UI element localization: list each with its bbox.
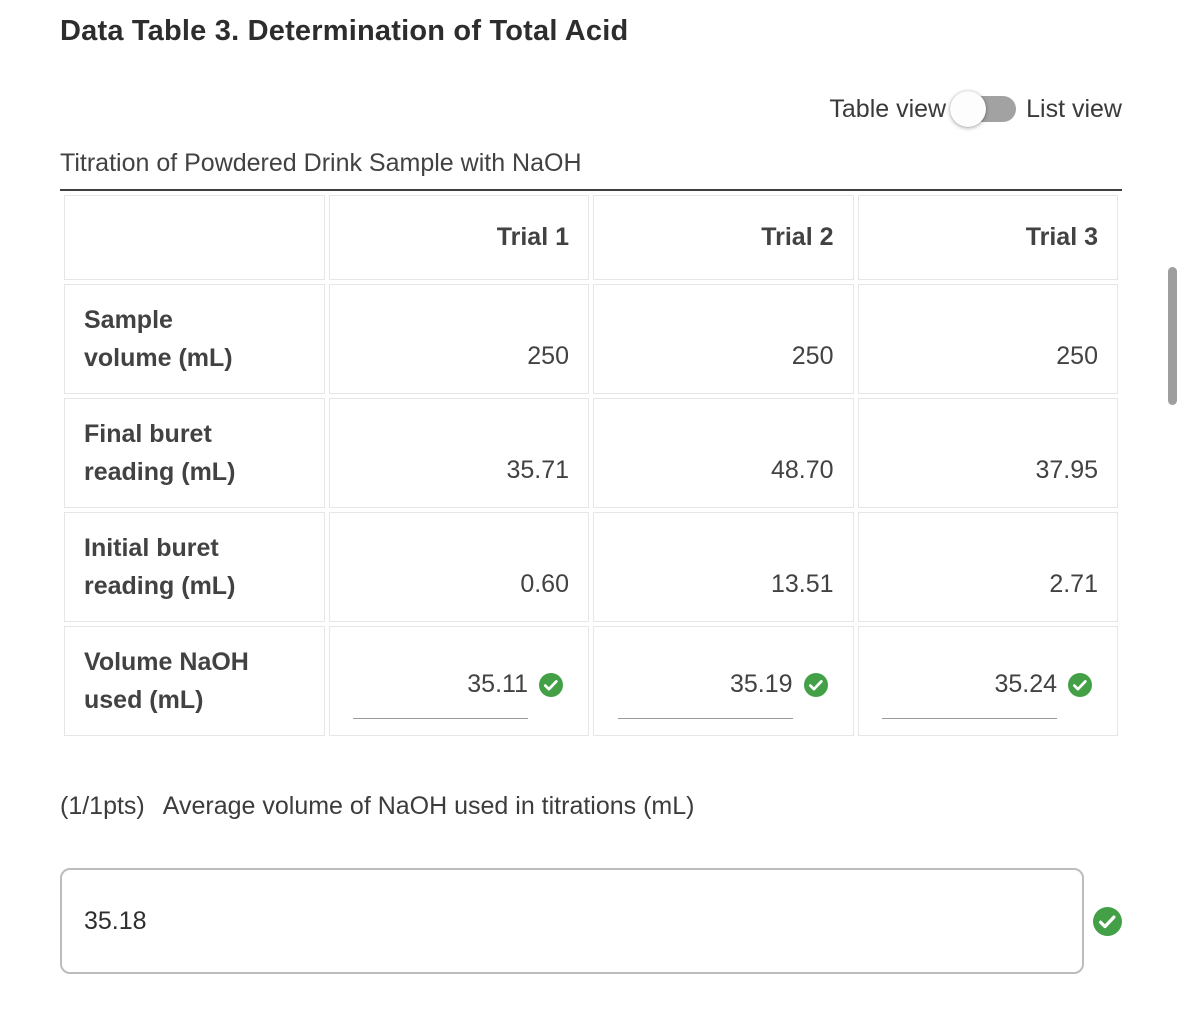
row-label-sample-volume: Sample volume (mL)	[64, 284, 325, 394]
table-row-sample-volume: Sample volume (mL) 250 250 250	[64, 284, 1118, 394]
data-table: Trial 1 Trial 2 Trial 3 Sample volume (m…	[60, 191, 1122, 740]
toggle-knob[interactable]	[950, 91, 987, 127]
check-circle-icon	[1068, 672, 1092, 697]
view-toggle-row: Table view List view	[60, 91, 1122, 127]
row-label-volume-naoh: Volume NaOH used (mL)	[64, 626, 325, 736]
cell-sample-volume-trial-2: 250	[593, 284, 854, 394]
cell-sample-volume-trial-3: 250	[857, 284, 1118, 394]
list-view-label: List view	[1026, 95, 1122, 123]
table-header-row: Trial 1 Trial 2 Trial 3	[64, 195, 1118, 280]
table-view-label: Table view	[829, 95, 947, 123]
naoh-input-trial-3[interactable]: 35.24	[882, 670, 1092, 719]
table-caption: Titration of Powdered Drink Sample with …	[60, 149, 582, 177]
table-row-volume-naoh: Volume NaOH used (mL) 35.11 35.19	[64, 626, 1118, 736]
check-circle-icon	[803, 672, 828, 697]
row-label-final-buret: Final buret reading (mL)	[64, 398, 325, 508]
cell-final-buret-trial-1: 35.71	[328, 398, 589, 508]
cell-final-buret-trial-3: 37.95	[857, 398, 1118, 508]
column-header-trial-1: Trial 1	[328, 195, 589, 280]
question-text: Average volume of NaOH used in titration…	[162, 792, 695, 820]
answer-input[interactable]: 35.18	[60, 868, 1084, 974]
scrollbar-thumb[interactable]	[1168, 267, 1177, 405]
table-container: Trial 1 Trial 2 Trial 3 Sample volume (m…	[60, 189, 1122, 740]
cell-final-buret-trial-2: 48.70	[593, 398, 854, 508]
table-row-final-buret: Final buret reading (mL) 35.71 48.70 37.…	[64, 398, 1118, 508]
answer-value: 35.18	[84, 906, 147, 935]
cell-volume-naoh-trial-1: 35.11	[328, 626, 589, 736]
column-header-trial-3: Trial 3	[857, 195, 1118, 280]
question-points-badge: (1/1pts)	[60, 792, 145, 820]
check-circle-icon	[539, 672, 563, 697]
cell-initial-buret-trial-2: 13.51	[593, 512, 854, 622]
naoh-input-trial-1[interactable]: 35.11	[353, 670, 563, 719]
naoh-value-trial-2: 35.19	[729, 670, 793, 698]
cell-initial-buret-trial-1: 0.60	[328, 512, 589, 622]
cell-volume-naoh-trial-2: 35.19	[593, 626, 854, 736]
answer-check-circle-icon	[1093, 906, 1122, 936]
cell-initial-buret-trial-3: 2.71	[857, 512, 1118, 622]
naoh-input-trial-2[interactable]: 35.19	[618, 670, 828, 719]
cell-volume-naoh-trial-3: 35.24	[857, 626, 1118, 736]
view-toggle-switch[interactable]	[950, 91, 1017, 127]
page-title: Data Table 3. Determination of Total Aci…	[60, 15, 629, 47]
table-row-initial-buret: Initial buret reading (mL) 0.60 13.51 2.…	[64, 512, 1118, 622]
naoh-value-trial-3: 35.24	[994, 670, 1057, 698]
main-content: Data Table 3. Determination of Total Aci…	[0, 14, 1184, 974]
answer-row: 35.18	[60, 868, 1122, 974]
column-header-trial-2: Trial 2	[593, 195, 854, 280]
question-row: (1/1pts) Average volume of NaOH used in …	[60, 790, 1122, 822]
row-label-initial-buret: Initial buret reading (mL)	[64, 512, 325, 622]
corner-cell	[64, 195, 325, 280]
cell-sample-volume-trial-1: 250	[328, 284, 589, 394]
naoh-value-trial-1: 35.11	[467, 670, 528, 698]
